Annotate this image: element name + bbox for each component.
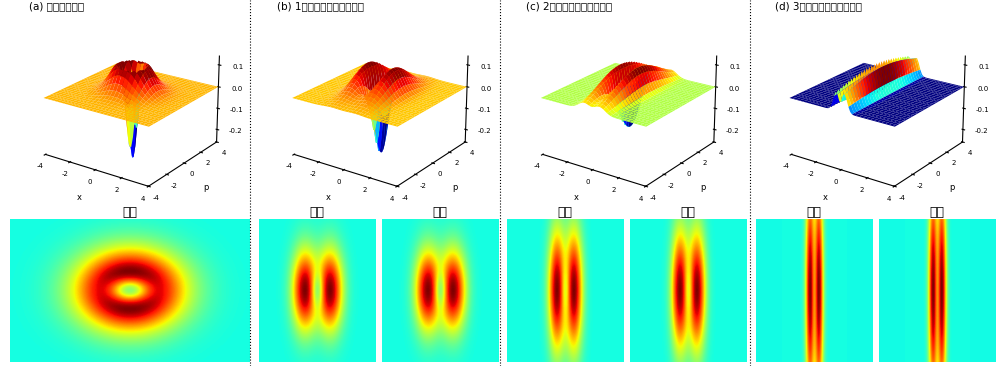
- X-axis label: x: x: [326, 193, 331, 202]
- Title: 実験: 実験: [122, 206, 137, 219]
- Y-axis label: p: p: [701, 183, 706, 192]
- Text: (c) 2ステップ演算後の状態: (c) 2ステップ演算後の状態: [526, 1, 612, 11]
- X-axis label: x: x: [77, 193, 82, 202]
- Y-axis label: p: p: [452, 183, 457, 192]
- Text: (b) 1ステップ演算後の状態: (b) 1ステップ演算後の状態: [277, 1, 364, 11]
- Title: 理論: 理論: [681, 206, 696, 219]
- Y-axis label: p: p: [949, 183, 955, 192]
- Text: (d) 3ステップ演算後の状態: (d) 3ステップ演算後の状態: [775, 1, 862, 11]
- Title: 実験: 実験: [309, 206, 324, 219]
- X-axis label: x: x: [823, 193, 828, 202]
- Y-axis label: p: p: [203, 183, 209, 192]
- Title: 実験: 実験: [558, 206, 573, 219]
- X-axis label: x: x: [574, 193, 579, 202]
- Title: 実験: 実験: [806, 206, 821, 219]
- Title: 理論: 理論: [929, 206, 944, 219]
- Text: (a) 演算前の状態: (a) 演算前の状態: [29, 1, 84, 11]
- Title: 理論: 理論: [432, 206, 447, 219]
